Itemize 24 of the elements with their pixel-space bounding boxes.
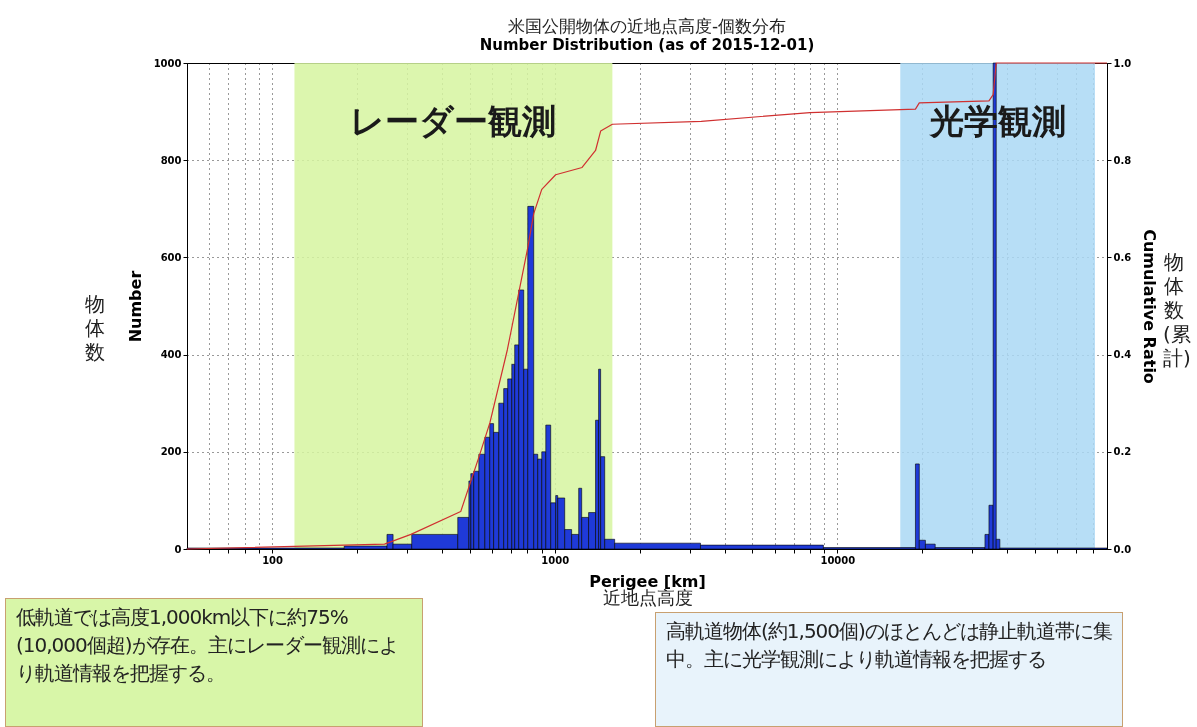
y2-tick-label: 1.0	[1113, 57, 1132, 69]
band-label: レーダー観測	[350, 101, 557, 141]
x-tick-label: 10000	[820, 554, 856, 566]
y-tick-label: 800	[160, 154, 182, 166]
chart-title: 米国公開物体の近地点高度-個数分布	[507, 16, 787, 36]
y2-tick-label: 0.8	[1113, 154, 1132, 166]
y2-tick-label: 0.6	[1113, 251, 1132, 263]
y2-tick-label: 0.4	[1113, 349, 1132, 361]
y-tick-label: 1000	[153, 57, 182, 69]
chart-subtitle: Number Distribution (as of 2015-12-01)	[479, 36, 815, 54]
x-tick-label: 1000	[541, 554, 570, 566]
y-tick-label: 400	[160, 349, 182, 361]
y-tick-label: 0	[174, 543, 182, 555]
y-axis-title: Number	[125, 270, 145, 343]
x-tick-label: 100	[262, 554, 284, 566]
text: 物体数	[84, 292, 106, 364]
y2-tick-label: 0.2	[1113, 446, 1132, 458]
y-tick-label: 600	[160, 251, 182, 263]
y-tick-label: 200	[160, 446, 182, 458]
y2-tick-label: 0.0	[1113, 543, 1132, 555]
text: 物体数(累計)	[1163, 250, 1191, 370]
text: 低軌道では高度1,000km以下に約75%(10,000個超)が存在。主にレーダー観測により軌道情報を把握する。	[5, 598, 423, 727]
y2-axis-title: Cumulative Ratio	[1140, 229, 1160, 384]
text: 高軌道物体(約1,500個)のほとんどは静止軌道帯に集中。主に光学観測により軌道情報を把握する	[655, 612, 1123, 727]
